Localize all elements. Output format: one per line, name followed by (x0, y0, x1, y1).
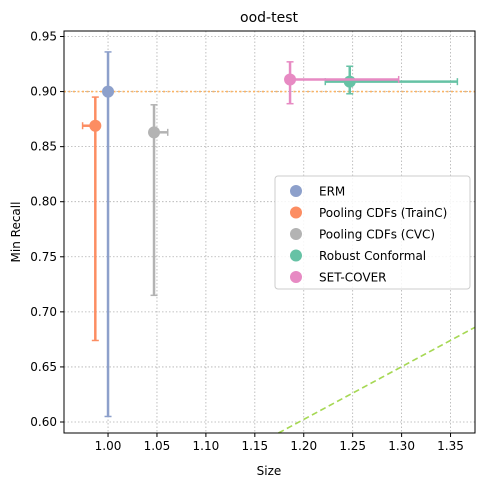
y-tick-label: 0.95 (30, 30, 57, 44)
y-axis-ticks: 0.60 0.65 0.70 0.75 0.80 0.85 0.90 0.95 (30, 30, 64, 429)
legend-label: Pooling CDFs (CVC) (319, 228, 435, 242)
reference-line-diagonal (278, 326, 476, 434)
data-point (102, 85, 115, 98)
legend-marker (290, 185, 302, 197)
y-tick-label: 0.80 (30, 195, 57, 209)
series-erm (102, 51, 115, 418)
x-tick-label: 1.20 (290, 439, 317, 453)
x-axis-label: Size (257, 464, 282, 478)
x-tick-label: 1.05 (144, 439, 171, 453)
y-tick-label: 0.90 (30, 85, 57, 99)
legend-marker (290, 271, 302, 283)
data-point (343, 75, 356, 88)
series-set-cover (284, 61, 400, 105)
x-tick-label: 1.15 (241, 439, 268, 453)
y-axis-label: Min Recall (9, 202, 23, 263)
x-tick-label: 1.35 (437, 439, 464, 453)
x-tick-label: 1.10 (193, 439, 220, 453)
legend-label: Pooling CDFs (TrainC) (319, 206, 447, 220)
data-point (89, 119, 102, 132)
y-tick-label: 0.75 (30, 250, 57, 264)
data-point (148, 126, 161, 139)
legend-marker (290, 228, 302, 240)
chart-title: ood-test (240, 10, 298, 26)
series-layer (81, 51, 459, 418)
legend-box (274, 175, 471, 290)
legend-label: SET-COVER (319, 271, 387, 285)
series-pooling-cdfs-trainc- (81, 96, 102, 342)
legend-marker (290, 206, 302, 219)
legend: ERM Pooling CDFs (TrainC) Pooling CDFs (CV… (274, 175, 471, 290)
data-point (284, 73, 297, 86)
legend-label: ERM (319, 185, 345, 199)
x-tick-label: 1.00 (95, 439, 122, 453)
reference-lines (64, 90, 476, 434)
legend-marker (290, 249, 302, 262)
y-tick-label: 0.85 (30, 140, 57, 154)
series-pooling-cdfs-cvc- (148, 104, 169, 297)
x-axis-ticks: 1.00 1.05 1.10 1.15 1.20 1.25 1.30 1.35 (95, 433, 464, 453)
x-tick-label: 1.25 (339, 439, 366, 453)
plot-frame (63, 30, 476, 434)
y-tick-label: 0.65 (30, 360, 57, 374)
x-tick-label: 1.30 (388, 439, 415, 453)
y-tick-label: 0.70 (30, 305, 57, 319)
legend-label: Robust Conformal (319, 249, 426, 263)
y-tick-label: 0.60 (30, 415, 57, 429)
